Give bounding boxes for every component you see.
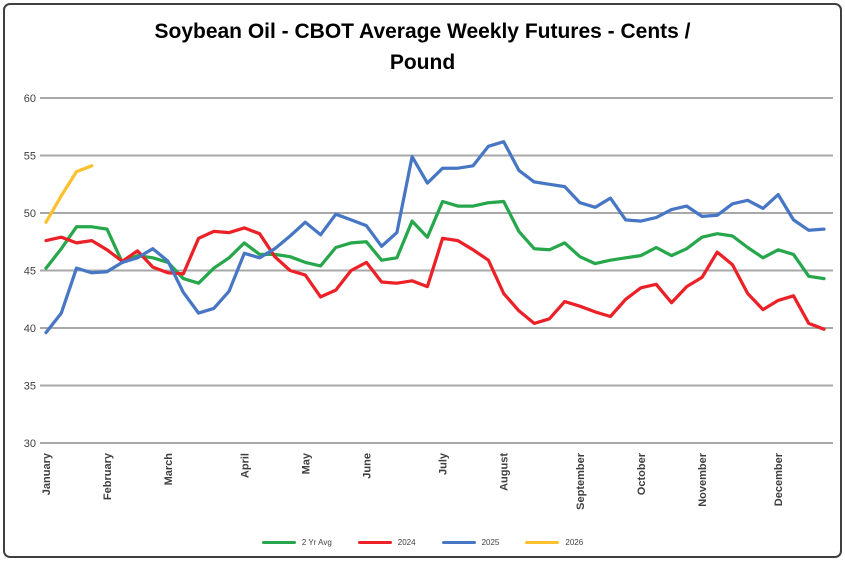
y-tick-label-30: 30 <box>24 438 36 450</box>
x-tick-label-march: March <box>163 453 175 486</box>
y-tick-label-50: 50 <box>24 208 36 220</box>
chart-title-line-1: Soybean Oil - CBOT Average Weekly Future… <box>154 20 691 43</box>
series-line-2-yr-avg <box>44 199 826 285</box>
legend-swatch-icon <box>441 541 476 544</box>
series-line-2026 <box>44 164 94 224</box>
y-tick-label-35: 35 <box>24 381 36 393</box>
legend-item-2025: 2025 <box>441 538 500 547</box>
x-tick-label-february: February <box>102 452 114 500</box>
legend-label: 2024 <box>397 538 416 547</box>
x-tick-label-may: May <box>300 452 312 474</box>
legend-item-2-yr-avg: 2 Yr Avg <box>261 538 332 547</box>
series-line-2025 <box>44 140 826 335</box>
chart-border <box>3 3 842 558</box>
y-tick-label-60: 60 <box>24 93 36 105</box>
x-tick-label-august: August <box>499 453 511 491</box>
x-tick-label-december: December <box>773 452 785 506</box>
legend-label: 2026 <box>565 538 584 547</box>
y-axis-tick-labels: 60 55 50 45 40 35 30 <box>24 93 36 450</box>
legend-label: 2025 <box>481 538 500 547</box>
legend-swatch-icon <box>525 541 560 544</box>
x-axis-month-labels: January February March April May June July Augu… <box>41 452 785 510</box>
chart-title: Soybean Oil - CBOT Average Weekly Future… <box>0 16 845 78</box>
x-tick-label-january: January <box>41 452 53 495</box>
legend-item-2024: 2024 <box>357 538 416 547</box>
y-tick-label-55: 55 <box>24 151 36 163</box>
legend-swatch-icon <box>357 541 392 544</box>
chart-legend: 2 Yr Avg 2024 2025 2026 <box>0 538 845 547</box>
y-tick-label-40: 40 <box>24 323 36 335</box>
legend-swatch-icon <box>261 541 296 544</box>
x-tick-label-october: October <box>636 452 648 495</box>
chart-title-line-2: Pound <box>389 51 456 74</box>
legend-item-2026: 2026 <box>525 538 583 547</box>
y-tick-label-45: 45 <box>24 266 36 278</box>
x-tick-label-june: June <box>361 453 373 479</box>
x-tick-label-november: November <box>697 452 709 507</box>
x-tick-label-april: April <box>239 453 251 478</box>
series-line-2024 <box>44 226 826 331</box>
legend-label: 2 Yr Avg <box>301 538 332 547</box>
x-tick-label-september: September <box>575 452 587 510</box>
x-tick-label-july: July <box>438 452 450 475</box>
